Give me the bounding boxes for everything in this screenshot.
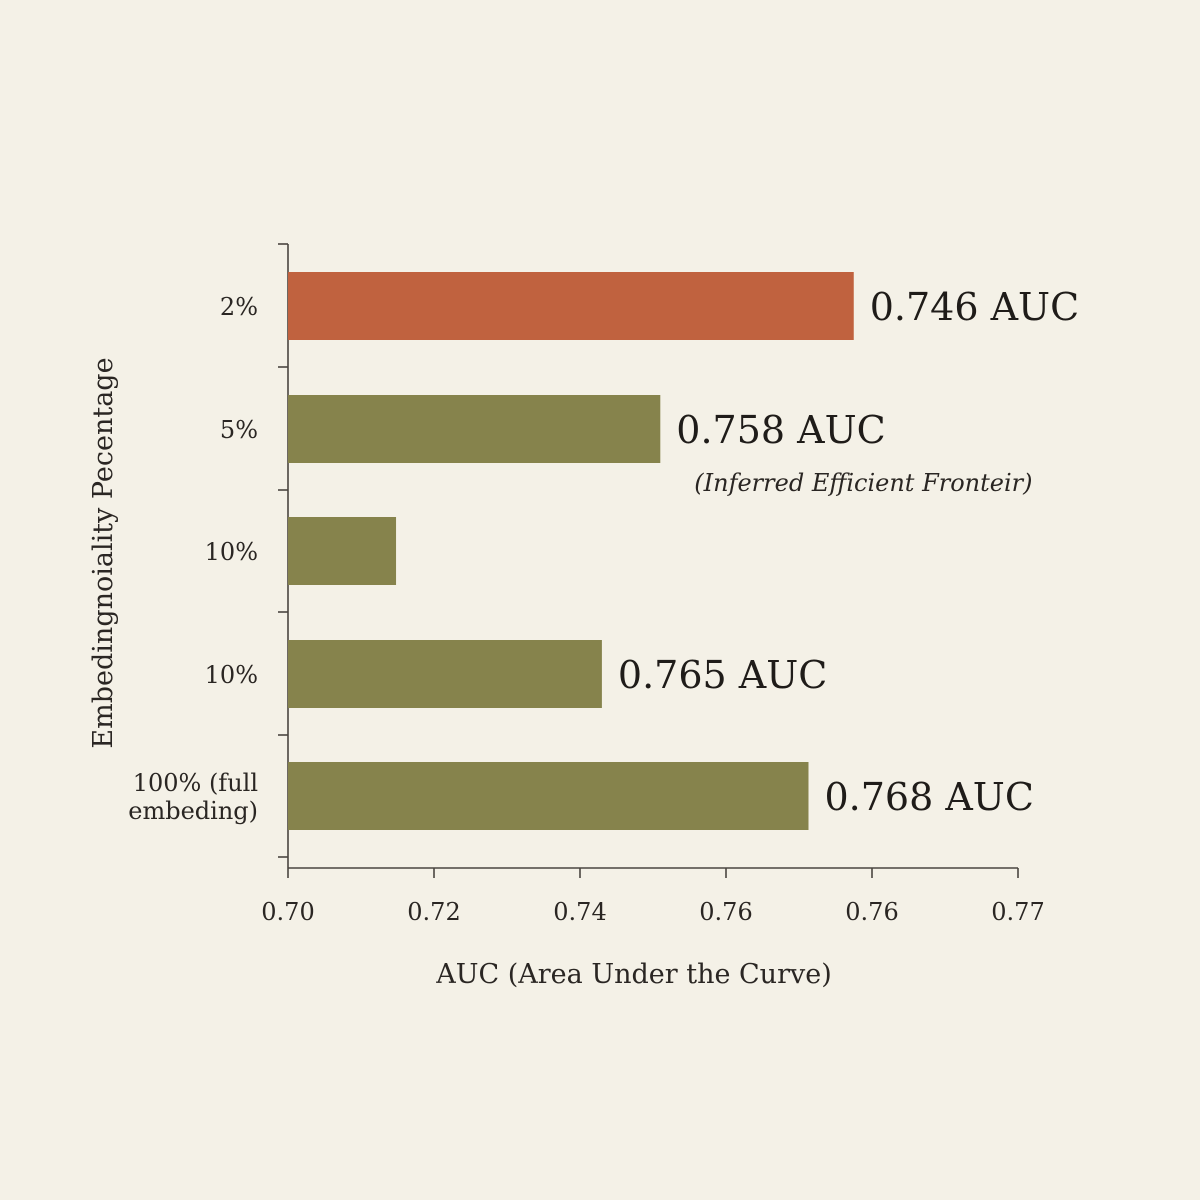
x-axis-ticks: 0.70 0.72 0.74 0.76 0.76 0.77: [261, 868, 1045, 926]
x-tick-label: 0.77: [991, 898, 1044, 926]
x-tick-label: 0.72: [407, 898, 460, 926]
bars: [288, 272, 854, 830]
bar-5: [288, 762, 809, 830]
category-label: embeding): [128, 797, 258, 825]
category-label: 5%: [220, 416, 258, 444]
x-tick-label: 0.76: [699, 898, 752, 926]
x-axis-title: AUC (Area Under the Curve): [435, 959, 832, 990]
bar-2: [288, 395, 661, 463]
y-axis-ticks: [278, 243, 288, 858]
y-axis-title: Embedingnoiality Pecentage: [88, 357, 119, 748]
annotations: (Inferred Efficient Fronteir): [694, 469, 1032, 497]
x-tick-label: 0.76: [845, 898, 898, 926]
category-label: 2%: [220, 293, 258, 321]
value-label: 0.758 AUC: [676, 408, 885, 452]
category-label: 10%: [205, 661, 258, 689]
annotation-label: (Inferred Efficient Fronteir): [694, 469, 1032, 497]
bar-3: [288, 517, 397, 585]
value-label: 0.768 AUC: [824, 775, 1033, 819]
bar-4: [288, 640, 602, 708]
x-tick-label: 0.74: [553, 898, 606, 926]
value-label: 0.746 AUC: [870, 285, 1079, 329]
value-labels: 0.746 AUC 0.758 AUC 0.765 AUC 0.768 AUC: [618, 285, 1079, 819]
category-label: 10%: [205, 538, 258, 566]
value-label: 0.765 AUC: [618, 653, 827, 697]
x-tick-label: 0.70: [261, 898, 314, 926]
category-label: 100% (full: [133, 769, 258, 797]
bar-1: [288, 272, 854, 340]
